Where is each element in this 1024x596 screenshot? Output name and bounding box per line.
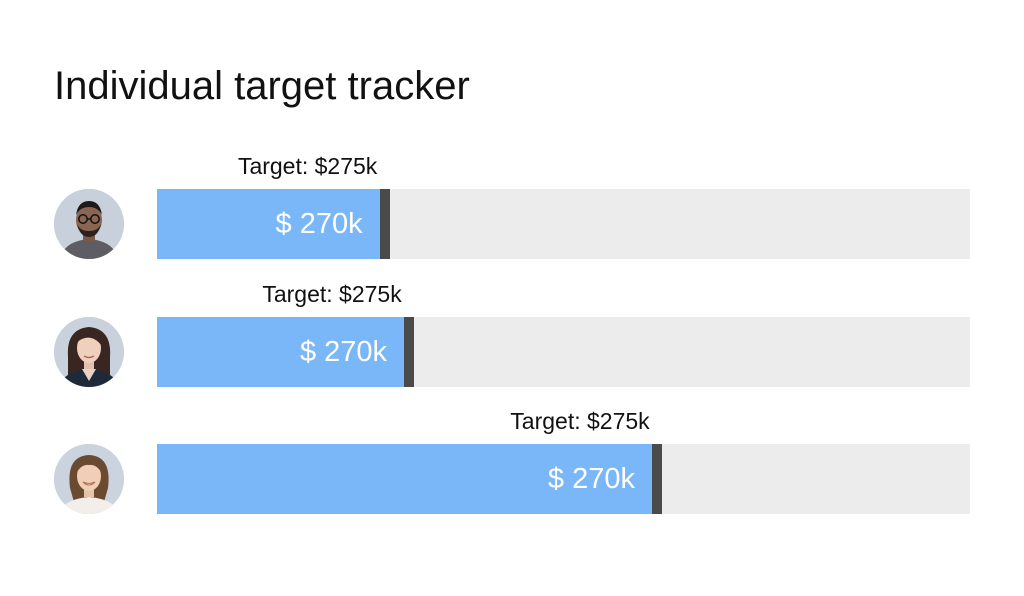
target-marker: [379, 189, 390, 259]
man-with-glasses-avatar-icon: [54, 189, 124, 259]
progress-bar: $ 270k: [157, 317, 410, 387]
progress-track: $ 270k Target: $275k: [157, 408, 970, 514]
value-label: $ 270k: [547, 463, 635, 495]
target-label: Target: $275k: [262, 281, 402, 307]
woman-smiling-avatar-icon: [54, 444, 124, 514]
target-marker: [651, 444, 662, 514]
woman-dark-hair-avatar-icon: [54, 317, 124, 387]
progress-track: $ 270k Target: $275k: [157, 153, 970, 259]
target-marker: [404, 317, 415, 387]
progress-bar: $ 270k: [157, 189, 385, 259]
progress-bar: $ 270k: [157, 444, 657, 514]
value-label: $ 270k: [299, 336, 388, 368]
page-title: Individual target tracker: [54, 64, 470, 108]
tracker-row: $ 270k Target: $275k: [0, 153, 1024, 261]
progress-track: $ 270k Target: $275k: [157, 281, 970, 387]
value-label: $ 270k: [275, 208, 363, 240]
tracker-row: $ 270k Target: $275k: [0, 281, 1024, 389]
target-label: Target: $275k: [237, 153, 378, 179]
tracker-row: $ 270k Target: $275k: [0, 408, 1024, 516]
target-label: Target: $275k: [510, 408, 650, 434]
